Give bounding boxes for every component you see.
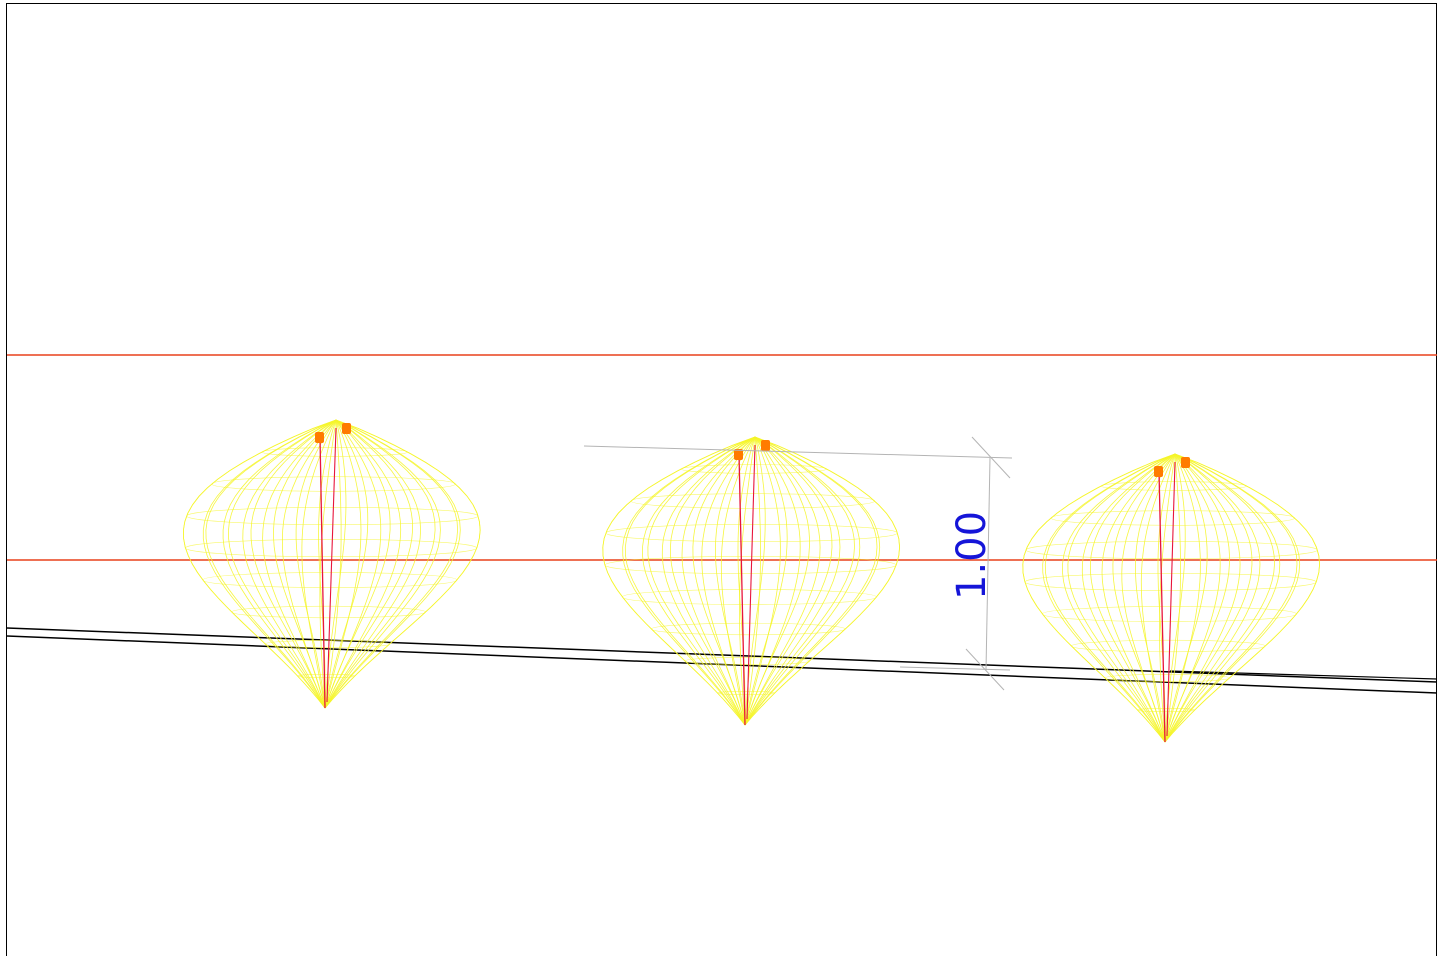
- luminaire-1[interactable]: [182, 419, 481, 709]
- luminaire-marker-icon[interactable]: [1154, 466, 1163, 477]
- luminaire-marker-icon[interactable]: [315, 432, 324, 443]
- dimension-label: 1.00: [949, 511, 995, 600]
- luminaire-marker-icon[interactable]: [1181, 457, 1190, 468]
- luminaire-marker-icon[interactable]: [342, 423, 351, 434]
- dimension-line: [985, 457, 991, 671]
- luminaire-axis: [1158, 470, 1166, 743]
- luminaire-3[interactable]: [1022, 453, 1321, 743]
- luminaire-marker-icon[interactable]: [734, 449, 743, 460]
- dimension-bottom-extension: [899, 666, 1011, 671]
- luminaire-2[interactable]: [602, 436, 901, 726]
- luminaire-axis-secondary: [746, 444, 756, 720]
- luminaire-axis: [319, 436, 326, 709]
- luminaire-axis-secondary: [326, 427, 337, 703]
- luminaire-marker-icon[interactable]: [761, 440, 770, 451]
- luminaire-axis: [738, 453, 746, 726]
- luminaire-axis-secondary: [1166, 461, 1176, 737]
- light-distribution-wireframe-icon: [1022, 453, 1321, 743]
- dimension-top-tick: [971, 436, 1011, 479]
- dimension-top-extension: [583, 445, 1013, 459]
